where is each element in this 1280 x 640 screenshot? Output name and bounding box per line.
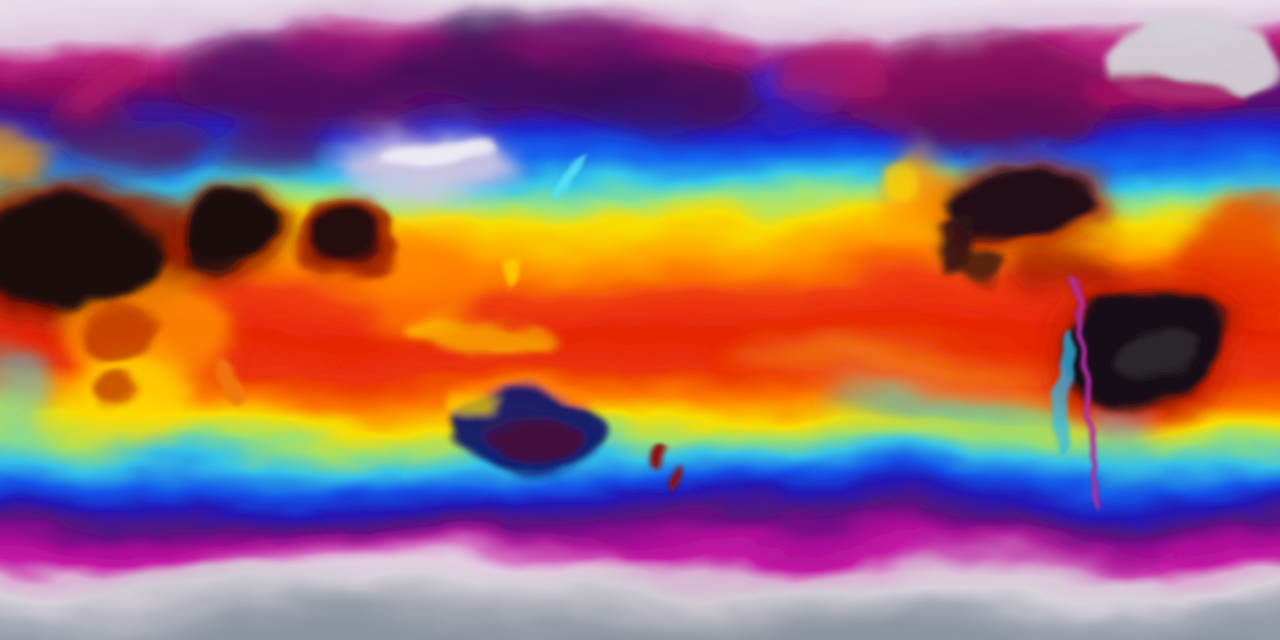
benguela-cool-patch <box>0 347 52 443</box>
scandinavia-patch <box>64 52 146 118</box>
kalahari-mottle <box>88 374 136 410</box>
madagascar-island <box>217 361 241 405</box>
himalaya-snow-streak <box>370 137 494 167</box>
japan-island-arc <box>546 157 586 195</box>
continent-soft-halos <box>0 14 1243 484</box>
mexico-highlands-dark <box>951 247 1003 287</box>
europe-cold-land-east <box>215 121 335 169</box>
siberia-magenta-swirl-west <box>270 22 450 62</box>
australia-center-dark <box>491 420 583 464</box>
europe-cold-land-west <box>40 114 210 166</box>
greenland-coast-rim <box>1080 77 1244 117</box>
alaska-patch <box>777 39 887 105</box>
atlantic-warm-left-edge <box>0 130 54 190</box>
us-west-yellow-patch <box>880 156 920 208</box>
new-zealand-north-island <box>654 445 670 471</box>
humboldt-coast-cool-strip <box>1048 324 1072 460</box>
philippines-islands <box>497 261 515 293</box>
arabia-scorched-core <box>180 191 272 269</box>
new-zealand-south-island <box>666 468 682 488</box>
us-scorched-core <box>944 173 1100 239</box>
india-scorched-core <box>306 200 382 268</box>
continent-temperature-layer <box>0 14 1278 506</box>
amazon-gray-sheen <box>1116 324 1200 380</box>
antarctic-swirl-light-west <box>80 570 380 614</box>
central-africa-mottle <box>87 304 157 360</box>
antarctic-swirl-pale <box>910 553 1170 597</box>
canada-dark-patch <box>915 94 1095 150</box>
equatorial-yellow-streak <box>730 345 1070 379</box>
continent-cores <box>0 16 1278 477</box>
antarctic-deep-gray-strip <box>0 616 1280 640</box>
ocean-current-features <box>0 53 1280 640</box>
indonesia-island-band <box>410 313 554 351</box>
fine-features <box>217 157 1100 506</box>
sahara-scorched-core <box>0 196 160 308</box>
peru-cold-tongue <box>830 389 1090 427</box>
andes-chain-highlight <box>1072 282 1098 506</box>
siberia-magenta-swirl-east <box>500 16 720 60</box>
siberia-east-dark <box>570 57 760 133</box>
caribbean-hot-patch <box>1010 254 1114 290</box>
southern-cone-cool <box>1080 420 1164 484</box>
australia-northwest-yellow <box>452 393 504 419</box>
